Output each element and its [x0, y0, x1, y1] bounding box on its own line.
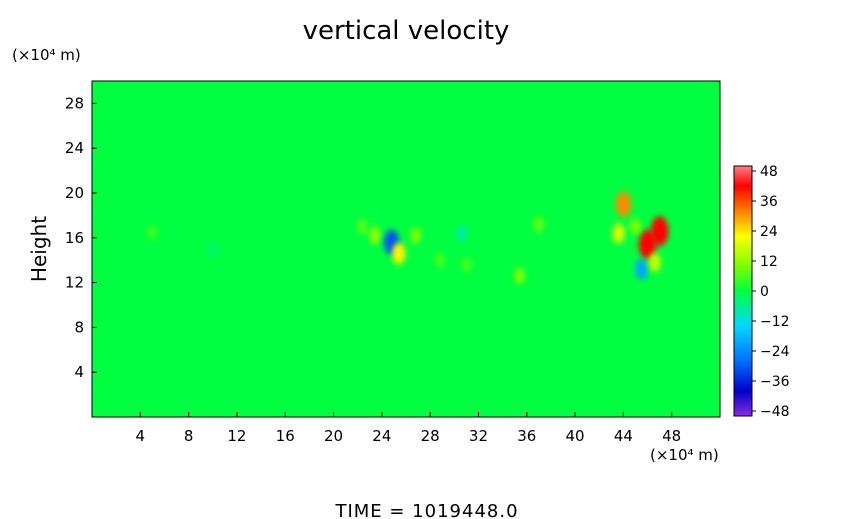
colorbar-tick-label: −36: [760, 374, 790, 390]
y-tick-label: 28: [65, 94, 84, 112]
heatmap-cell: [615, 191, 631, 217]
heatmap-cell: [392, 242, 406, 265]
x-tick-label: 4: [136, 427, 146, 445]
x-tick-label: 44: [614, 427, 633, 445]
x-axis-ticks: 4 8 12 16 20 24 28 32 36 40 44 48: [136, 412, 681, 445]
x-tick-label: 8: [184, 427, 194, 445]
colorbar-tick-label: 24: [760, 224, 778, 240]
y-tick-label: 20: [65, 184, 84, 202]
x-tick-label: 20: [324, 427, 343, 445]
heatmap-cell: [435, 252, 445, 268]
x-axis-unit: (×10⁴ m): [650, 446, 719, 464]
y-tick-label: 16: [65, 229, 84, 247]
colorbar-tick-label: −48: [760, 404, 790, 420]
x-tick-label: 48: [662, 427, 681, 445]
y-axis-unit: (×10⁴ m): [12, 46, 81, 64]
heatmap-cell: [369, 226, 381, 245]
y-tick-label: 4: [74, 363, 84, 381]
x-tick-label: 32: [469, 427, 488, 445]
time-label: TIME = 1019448.0: [334, 501, 518, 519]
colorbar-tick-label: −12: [760, 314, 790, 330]
heatmap-cell: [648, 252, 661, 272]
plot-area: [92, 81, 720, 417]
colorbar-tick-label: 12: [760, 254, 778, 270]
colorbar-ticks: 48 36 24 12 0 −12 −24 −36 −48: [752, 164, 790, 420]
heatmap-cell: [514, 267, 525, 285]
heatmap-cell: [410, 227, 421, 244]
x-tick-label: 12: [227, 427, 246, 445]
x-tick-label: 28: [421, 427, 440, 445]
heatmap-cell: [630, 218, 641, 235]
heatmap-cell: [456, 225, 467, 242]
plot-frame: [91, 80, 721, 418]
y-axis-label: Height: [27, 216, 51, 282]
colorbar: [733, 165, 753, 417]
heatmap-cell: [461, 257, 472, 272]
heatmap-cell: [650, 216, 669, 246]
heatmap-cell: [208, 242, 218, 256]
colorbar-tick-label: 48: [760, 164, 778, 180]
x-tick-label: 16: [276, 427, 295, 445]
y-axis-ticks: 4 8 12 16 20 24 28: [65, 94, 97, 381]
heatmap-cell: [635, 258, 648, 280]
colorbar-tick-label: −24: [760, 344, 790, 360]
heatmap-features: [147, 191, 669, 285]
y-tick-label: 24: [65, 139, 84, 157]
colorbar-tick-label: 36: [760, 194, 778, 210]
heatmap-cell: [147, 225, 157, 240]
y-tick-label: 12: [65, 274, 84, 292]
x-tick-label: 24: [372, 427, 391, 445]
x-tick-label: 40: [566, 427, 585, 445]
chart-title: vertical velocity: [303, 16, 510, 46]
heatmap-cell: [533, 216, 544, 233]
heatmap-cell: [612, 223, 625, 244]
x-tick-label: 36: [517, 427, 536, 445]
y-tick-label: 8: [74, 318, 84, 336]
heatmap-cell: [357, 219, 368, 235]
colorbar-tick-label: 0: [760, 284, 769, 300]
